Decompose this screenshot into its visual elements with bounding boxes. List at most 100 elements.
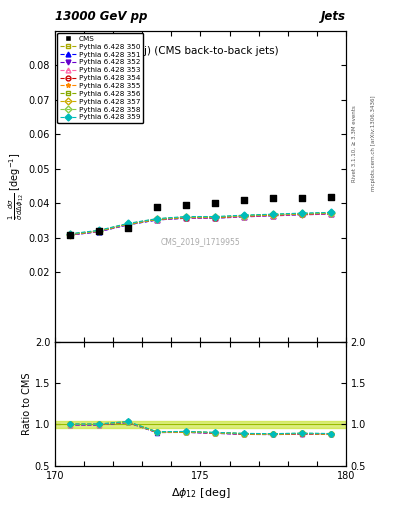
Pythia 6.428 352 (300, 212, 305, 218)
Text: mcplots.cern.ch [arXiv:1306.3436]: mcplots.cern.ch [arXiv:1306.3436] (371, 96, 376, 191)
Pythia 6.428 354 (213, 215, 217, 221)
Line: Pythia 6.428 350: Pythia 6.428 350 (67, 210, 334, 237)
Pythia 6.428 357 (125, 221, 130, 227)
Pythia 6.428 354 (67, 231, 72, 238)
Pythia 6.428 350 (67, 231, 72, 238)
Pythia 6.428 351 (125, 222, 130, 228)
Pythia 6.428 357 (329, 210, 334, 216)
Pythia 6.428 351 (96, 229, 101, 235)
Pythia 6.428 359 (184, 214, 188, 220)
Pythia 6.428 352 (329, 211, 334, 217)
Pythia 6.428 357 (154, 216, 159, 222)
Pythia 6.428 353 (271, 212, 275, 219)
Pythia 6.428 358 (271, 211, 275, 218)
CMS (328, 193, 334, 201)
Pythia 6.428 357 (67, 231, 72, 238)
Legend: CMS, Pythia 6.428 350, Pythia 6.428 351, Pythia 6.428 352, Pythia 6.428 353, Pyt: CMS, Pythia 6.428 350, Pythia 6.428 351,… (57, 33, 143, 123)
Pythia 6.428 357 (271, 212, 275, 218)
Pythia 6.428 356 (271, 212, 275, 218)
Pythia 6.428 359 (271, 211, 275, 217)
Pythia 6.428 355 (213, 214, 217, 220)
Pythia 6.428 358 (154, 216, 159, 222)
Pythia 6.428 357 (242, 213, 246, 219)
Text: Jets: Jets (321, 10, 346, 23)
Pythia 6.428 353 (300, 211, 305, 218)
Pythia 6.428 353 (67, 232, 72, 238)
Text: CMS_2019_I1719955: CMS_2019_I1719955 (161, 238, 240, 247)
Pythia 6.428 359 (67, 231, 72, 237)
Pythia 6.428 351 (242, 214, 246, 220)
Pythia 6.428 352 (242, 214, 246, 220)
Pythia 6.428 358 (213, 214, 217, 220)
Pythia 6.428 357 (96, 228, 101, 234)
Pythia 6.428 355 (184, 214, 188, 220)
Pythia 6.428 351 (271, 212, 275, 219)
Bar (55, 421, 346, 428)
Pythia 6.428 353 (154, 217, 159, 223)
Pythia 6.428 352 (67, 232, 72, 238)
Pythia 6.428 354 (329, 210, 334, 217)
Pythia 6.428 358 (96, 228, 101, 234)
CMS (95, 227, 102, 235)
CMS (270, 194, 276, 202)
Y-axis label: Ratio to CMS: Ratio to CMS (22, 373, 32, 435)
Pythia 6.428 356 (96, 228, 101, 234)
Pythia 6.428 356 (329, 210, 334, 216)
CMS (241, 196, 247, 204)
Pythia 6.428 355 (300, 211, 305, 217)
Pythia 6.428 351 (300, 211, 305, 218)
Pythia 6.428 354 (242, 213, 246, 219)
Pythia 6.428 351 (213, 215, 217, 221)
Pythia 6.428 358 (300, 210, 305, 217)
Line: Pythia 6.428 354: Pythia 6.428 354 (67, 211, 334, 237)
Line: Pythia 6.428 356: Pythia 6.428 356 (67, 210, 334, 237)
Pythia 6.428 353 (329, 211, 334, 217)
Pythia 6.428 350 (96, 228, 101, 234)
Pythia 6.428 354 (125, 221, 130, 227)
Pythia 6.428 352 (184, 215, 188, 221)
Pythia 6.428 359 (300, 210, 305, 216)
Pythia 6.428 350 (300, 211, 305, 217)
Pythia 6.428 359 (125, 220, 130, 226)
Line: Pythia 6.428 351: Pythia 6.428 351 (67, 211, 334, 238)
Pythia 6.428 355 (125, 221, 130, 227)
Pythia 6.428 355 (242, 213, 246, 219)
Pythia 6.428 358 (184, 214, 188, 220)
Pythia 6.428 359 (154, 216, 159, 222)
Pythia 6.428 355 (154, 216, 159, 222)
Line: Pythia 6.428 355: Pythia 6.428 355 (67, 210, 334, 237)
Pythia 6.428 353 (125, 221, 130, 227)
Pythia 6.428 350 (125, 221, 130, 227)
Pythia 6.428 356 (242, 213, 246, 219)
CMS (125, 224, 131, 232)
Y-axis label: $\frac{1}{\bar{\sigma}}\frac{d\sigma}{d\Delta\phi_{12}}\ \mathrm{[deg^{-1}]}$: $\frac{1}{\bar{\sigma}}\frac{d\sigma}{d\… (7, 153, 26, 220)
Pythia 6.428 354 (96, 228, 101, 234)
CMS (66, 230, 73, 239)
Text: 13000 GeV pp: 13000 GeV pp (55, 10, 147, 23)
Pythia 6.428 357 (184, 214, 188, 220)
Pythia 6.428 350 (271, 211, 275, 218)
Text: Rivet 3.1.10, ≥ 3.3M events: Rivet 3.1.10, ≥ 3.3M events (352, 105, 357, 182)
Pythia 6.428 355 (271, 212, 275, 218)
Pythia 6.428 356 (154, 216, 159, 222)
Pythia 6.428 353 (96, 228, 101, 234)
CMS (154, 203, 160, 211)
Pythia 6.428 355 (96, 228, 101, 234)
Pythia 6.428 354 (271, 212, 275, 218)
Pythia 6.428 354 (184, 215, 188, 221)
Text: Δφ(jj) (CMS back-to-back jets): Δφ(jj) (CMS back-to-back jets) (123, 46, 278, 56)
Line: Pythia 6.428 353: Pythia 6.428 353 (67, 211, 334, 237)
Pythia 6.428 350 (213, 214, 217, 220)
Line: Pythia 6.428 352: Pythia 6.428 352 (67, 211, 334, 238)
Line: Pythia 6.428 358: Pythia 6.428 358 (67, 210, 334, 237)
Pythia 6.428 354 (300, 211, 305, 217)
CMS (212, 199, 218, 207)
Pythia 6.428 355 (67, 231, 72, 237)
Pythia 6.428 356 (125, 221, 130, 227)
Pythia 6.428 358 (125, 221, 130, 227)
Pythia 6.428 352 (125, 222, 130, 228)
Pythia 6.428 351 (67, 232, 72, 238)
Pythia 6.428 359 (242, 212, 246, 218)
Pythia 6.428 356 (213, 214, 217, 220)
Pythia 6.428 358 (329, 210, 334, 216)
